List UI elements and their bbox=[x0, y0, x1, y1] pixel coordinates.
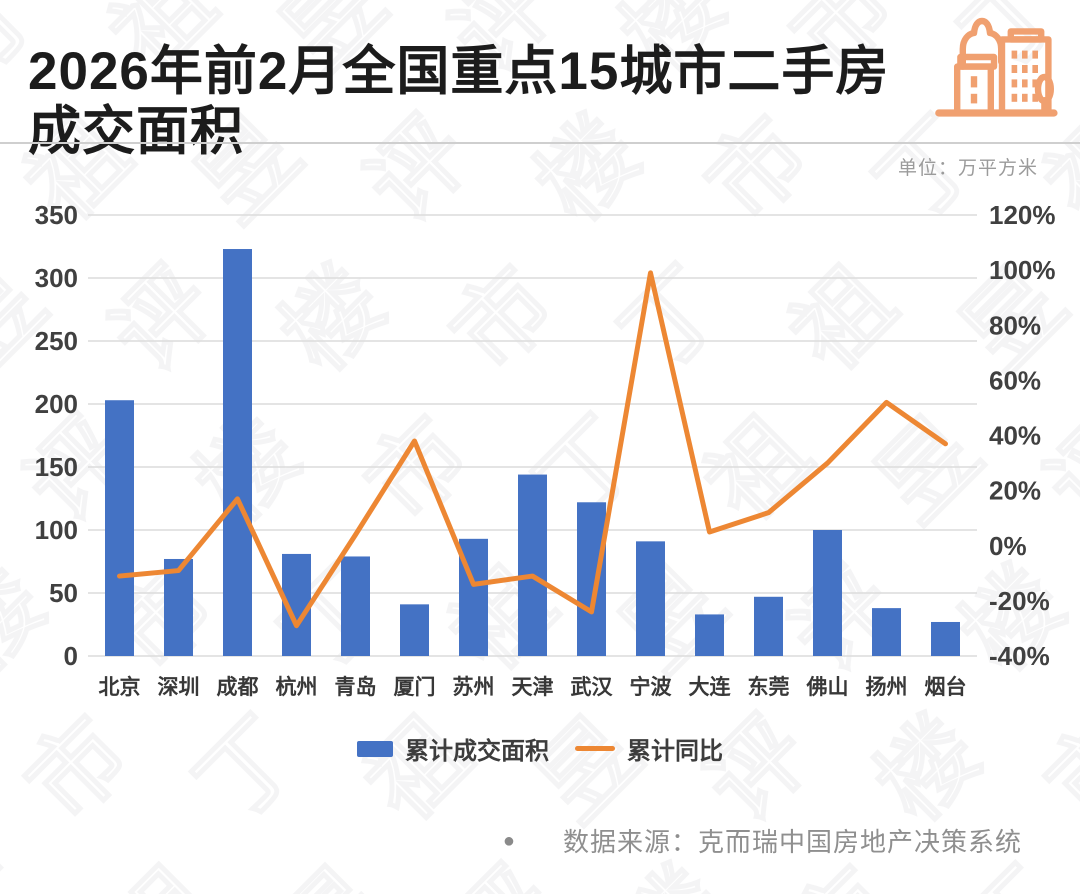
bar-厦门 bbox=[400, 604, 429, 656]
page-title: 2026年前2月全国重点15城市二手房成交面积 bbox=[28, 41, 890, 161]
bar-天津 bbox=[518, 474, 547, 656]
x-label-烟台: 烟台 bbox=[925, 675, 967, 699]
x-label-青岛: 青岛 bbox=[335, 675, 377, 699]
bar-大连 bbox=[695, 614, 724, 656]
bar-扬州 bbox=[872, 608, 901, 656]
right-axis-tick-labels: 120% 100% 80% 60% 40% 20% 0% -20% -40% bbox=[989, 200, 1056, 671]
left-axis-tick: 200 bbox=[35, 389, 78, 419]
x-label-杭州: 杭州 bbox=[276, 675, 318, 699]
right-axis-tick: 60% bbox=[989, 365, 1041, 395]
right-axis-tick: 120% bbox=[989, 200, 1056, 230]
combo-chart: 350 300 250 200 150 100 50 0 120% 100% 80% 60% 40% 20… bbox=[0, 190, 1080, 705]
bar-佛山 bbox=[813, 530, 842, 656]
bar-东莞 bbox=[754, 596, 783, 656]
watermark-glyph: 祖 bbox=[75, 831, 239, 894]
left-axis-tick: 350 bbox=[35, 200, 78, 230]
right-axis-tick: 0% bbox=[989, 531, 1027, 561]
x-label-扬州: 扬州 bbox=[866, 676, 908, 699]
left-axis-tick-labels: 350 300 250 200 150 100 50 0 bbox=[35, 200, 78, 671]
city-buildings-icon bbox=[934, 10, 1062, 141]
x-label-天津: 天津 bbox=[512, 676, 554, 699]
left-axis-tick: 250 bbox=[35, 326, 78, 356]
source-bullet-icon: ● bbox=[502, 829, 515, 852]
x-label-佛山: 佛山 bbox=[806, 675, 849, 699]
right-axis-tick: 100% bbox=[989, 255, 1056, 285]
bar-武汉 bbox=[577, 502, 606, 656]
watermark-glyph: 昱 bbox=[245, 831, 409, 894]
x-label-武汉: 武汉 bbox=[571, 676, 614, 699]
bar-series-label: 累计成交面积 bbox=[405, 738, 549, 765]
line-series bbox=[117, 270, 948, 629]
right-axis-tick: -40% bbox=[989, 641, 1050, 671]
watermark-glyph: 丁 bbox=[0, 831, 70, 894]
x-label-东莞: 东莞 bbox=[748, 675, 790, 699]
right-axis-tick: -20% bbox=[989, 586, 1050, 616]
data-source: ● 数据来源：克而瑞中国房地产决策系统 bbox=[503, 822, 1022, 859]
bar-成都 bbox=[223, 249, 252, 656]
legend-item-bar: 累计成交面积 bbox=[357, 731, 549, 766]
source-text: 数据来源：克而瑞中国房地产决策系统 bbox=[562, 827, 1022, 857]
x-label-大连: 大连 bbox=[689, 675, 732, 699]
x-label-宁波: 宁波 bbox=[630, 675, 673, 699]
chart-legend: 累计成交面积 累计同比 bbox=[0, 731, 1080, 766]
legend-item-line: 累计同比 bbox=[575, 731, 723, 766]
unit-label: 单位：万平方米 bbox=[897, 158, 1038, 179]
bar-深圳 bbox=[164, 558, 193, 656]
x-label-北京: 北京 bbox=[99, 675, 141, 699]
x-label-苏州: 苏州 bbox=[453, 676, 495, 699]
bar-北京 bbox=[105, 400, 134, 656]
left-axis-tick: 300 bbox=[35, 263, 78, 293]
right-axis-tick: 40% bbox=[989, 421, 1041, 451]
left-axis-tick: 50 bbox=[49, 578, 78, 608]
right-axis-tick: 20% bbox=[989, 476, 1041, 506]
x-axis-labels: 北京 深圳 成都 杭州 青岛 厦门 苏州 天津 武汉 宁波 大连 东莞 佛山 扬州 烟台 bbox=[99, 675, 967, 699]
x-label-深圳: 深圳 bbox=[158, 676, 200, 699]
x-label-成都: 成都 bbox=[217, 675, 259, 699]
title-divider bbox=[0, 142, 1080, 144]
left-axis-tick: 0 bbox=[64, 641, 78, 671]
bar-series bbox=[105, 249, 960, 656]
bar-series-swatch bbox=[357, 740, 393, 757]
left-axis-tick: 150 bbox=[35, 452, 78, 482]
bar-青岛 bbox=[341, 556, 370, 656]
line-series-label: 累计同比 bbox=[627, 738, 723, 765]
right-axis-tick: 80% bbox=[989, 310, 1041, 340]
line-series-swatch bbox=[575, 746, 615, 751]
bar-宁波 bbox=[636, 541, 665, 656]
x-label-厦门: 厦门 bbox=[394, 675, 436, 699]
left-axis-tick: 100 bbox=[35, 515, 78, 545]
bar-烟台 bbox=[931, 621, 960, 656]
